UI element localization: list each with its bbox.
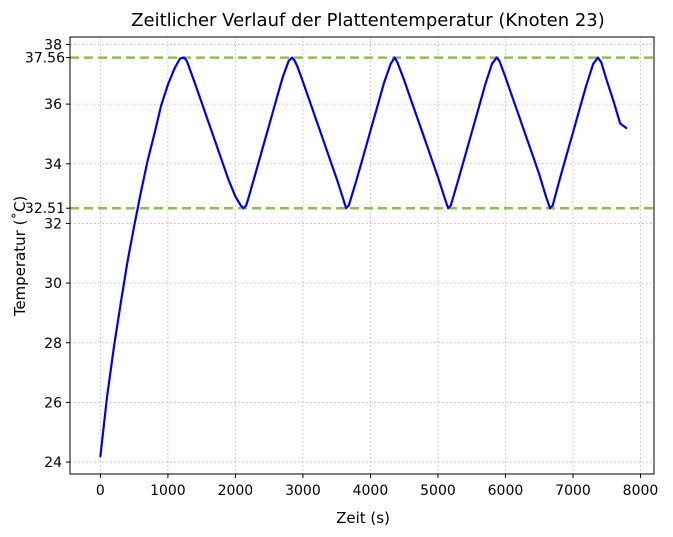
y-tick-label: 36 <box>44 97 62 113</box>
reference-line-label: 37.56 <box>25 51 65 67</box>
chart-title: Zeitlicher Verlauf der Plattentemperatur… <box>131 10 605 31</box>
x-tick-label: 4000 <box>353 483 389 499</box>
y-tick-label: 30 <box>44 276 62 292</box>
x-tick-label: 5000 <box>420 483 456 499</box>
series-line <box>99 56 628 458</box>
reference-lines <box>70 56 654 210</box>
x-axis-label: Zeit (s) <box>336 509 390 527</box>
plot-area-frame <box>69 36 655 475</box>
y-tick-label: 24 <box>44 455 62 471</box>
x-tick-label: 0 <box>96 483 105 499</box>
y-tick-label: 28 <box>44 336 62 352</box>
series-group <box>99 56 628 458</box>
x-tick-label: 7000 <box>555 483 591 499</box>
y-tick-label: 32 <box>44 216 62 232</box>
y-axis-label: Temperatur (˚C) <box>11 196 29 318</box>
x-tick-label: 3000 <box>285 483 321 499</box>
x-tick-label: 1000 <box>150 483 186 499</box>
x-tick-label: 2000 <box>218 483 254 499</box>
x-tick-label: 6000 <box>488 483 524 499</box>
x-tick-label: 8000 <box>623 483 659 499</box>
x-axis-ticks: 0 1000 2000 3000 4000 5000 6000 7000 8000 <box>96 474 658 499</box>
reference-line-label: 32.51 <box>25 201 65 217</box>
y-tick-label: 38 <box>44 37 62 53</box>
y-tick-label: 34 <box>44 157 62 173</box>
grid-lines <box>70 37 654 474</box>
y-tick-label: 26 <box>44 395 62 411</box>
